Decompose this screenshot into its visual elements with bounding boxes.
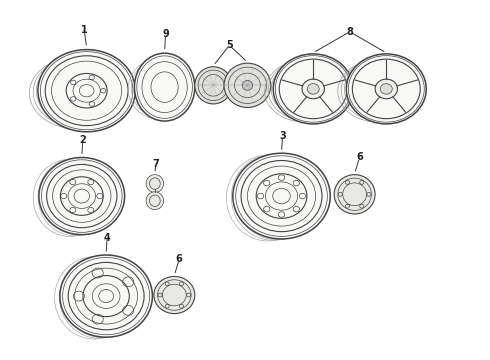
Ellipse shape: [134, 53, 195, 121]
Text: 6: 6: [356, 153, 363, 162]
Text: 3: 3: [279, 131, 286, 141]
Ellipse shape: [195, 67, 232, 104]
Ellipse shape: [233, 153, 330, 239]
Ellipse shape: [346, 54, 426, 124]
Ellipse shape: [302, 79, 324, 99]
Ellipse shape: [307, 84, 319, 94]
Text: 9: 9: [162, 28, 169, 39]
Text: 1: 1: [81, 25, 88, 35]
Ellipse shape: [60, 255, 152, 337]
Ellipse shape: [380, 84, 392, 94]
Ellipse shape: [224, 63, 271, 108]
Ellipse shape: [38, 50, 135, 132]
Text: 6: 6: [176, 254, 183, 264]
Ellipse shape: [146, 175, 164, 193]
Text: 8: 8: [346, 27, 353, 37]
Ellipse shape: [334, 175, 375, 214]
Text: 2: 2: [79, 135, 86, 145]
Ellipse shape: [273, 54, 353, 124]
Ellipse shape: [154, 276, 195, 314]
Text: 4: 4: [104, 233, 110, 243]
Ellipse shape: [242, 81, 252, 90]
Text: 7: 7: [152, 159, 159, 169]
Ellipse shape: [146, 192, 164, 210]
Ellipse shape: [39, 157, 124, 235]
Ellipse shape: [375, 79, 397, 99]
Text: 5: 5: [226, 40, 233, 50]
